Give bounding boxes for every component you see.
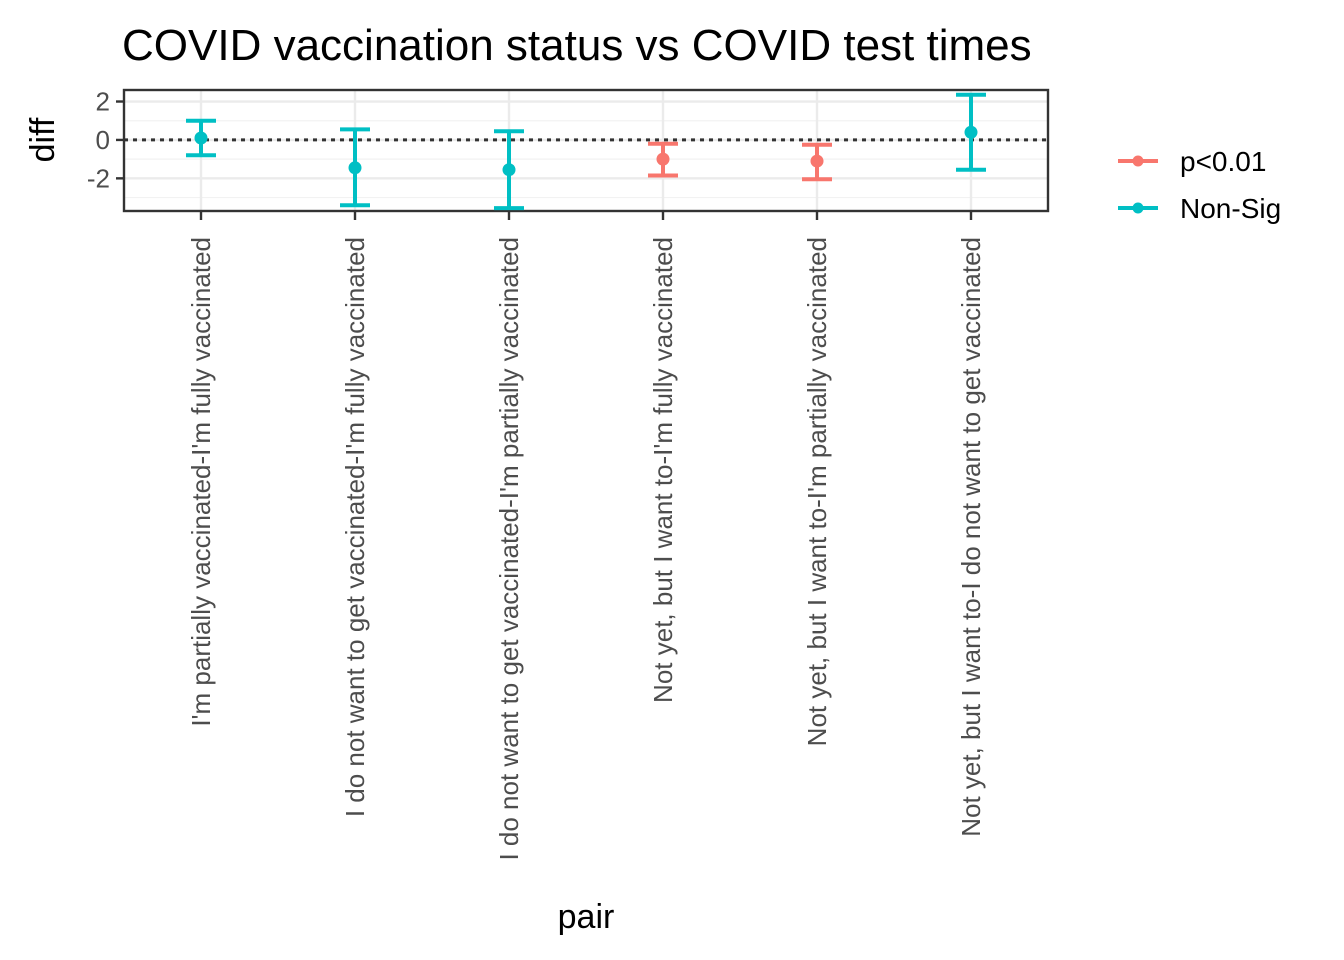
legend-key-point — [1132, 202, 1144, 214]
data-point — [810, 154, 824, 168]
x-tick-label: I do not want to get vaccinated-I'm part… — [494, 237, 524, 861]
x-tick-label: Not yet, but I want to-I'm fully vaccina… — [648, 237, 678, 703]
data-point — [656, 152, 670, 166]
errorbar-mark — [340, 127, 370, 208]
errorbar-mark — [186, 118, 216, 158]
y-tick-label: -2 — [87, 163, 110, 193]
plot-panel — [122, 88, 1050, 213]
plot-marks — [186, 92, 986, 211]
x-axis: I'm partially vaccinated-I'm fully vacci… — [186, 211, 986, 861]
chart-title: COVID vaccination status vs COVID test t… — [122, 21, 1032, 70]
panel-border — [122, 88, 1050, 213]
data-point — [194, 131, 208, 145]
legend-item: p<0.01 — [1118, 146, 1266, 177]
errorbar-mark — [648, 141, 678, 178]
legend: p<0.01 Non-Sig — [1118, 146, 1281, 224]
legend-item: Non-Sig — [1118, 193, 1281, 224]
legend-label: p<0.01 — [1180, 146, 1266, 177]
data-point — [348, 161, 362, 175]
x-tick-label: Not yet, but I want to-I do not want to … — [956, 237, 986, 837]
panel-background — [124, 90, 1048, 211]
errorbar-mark — [802, 142, 832, 182]
errorbar-mark — [956, 92, 986, 172]
errorbar-mark — [494, 129, 524, 211]
y-axis-title: diff — [24, 117, 62, 162]
x-tick-label: I do not want to get vaccinated-I'm full… — [340, 237, 370, 817]
x-axis-title: pair — [558, 898, 615, 936]
legend-label: Non-Sig — [1180, 193, 1281, 224]
y-tick-label: 2 — [96, 87, 110, 117]
data-point — [964, 125, 978, 139]
data-point — [502, 163, 516, 177]
y-axis: 2 0 -2 — [87, 87, 124, 193]
x-tick-label: I'm partially vaccinated-I'm fully vacci… — [186, 237, 216, 727]
x-tick-label: Not yet, but I want to-I'm partially vac… — [802, 237, 832, 746]
y-tick-label: 0 — [96, 125, 110, 155]
legend-key-point — [1132, 155, 1144, 167]
